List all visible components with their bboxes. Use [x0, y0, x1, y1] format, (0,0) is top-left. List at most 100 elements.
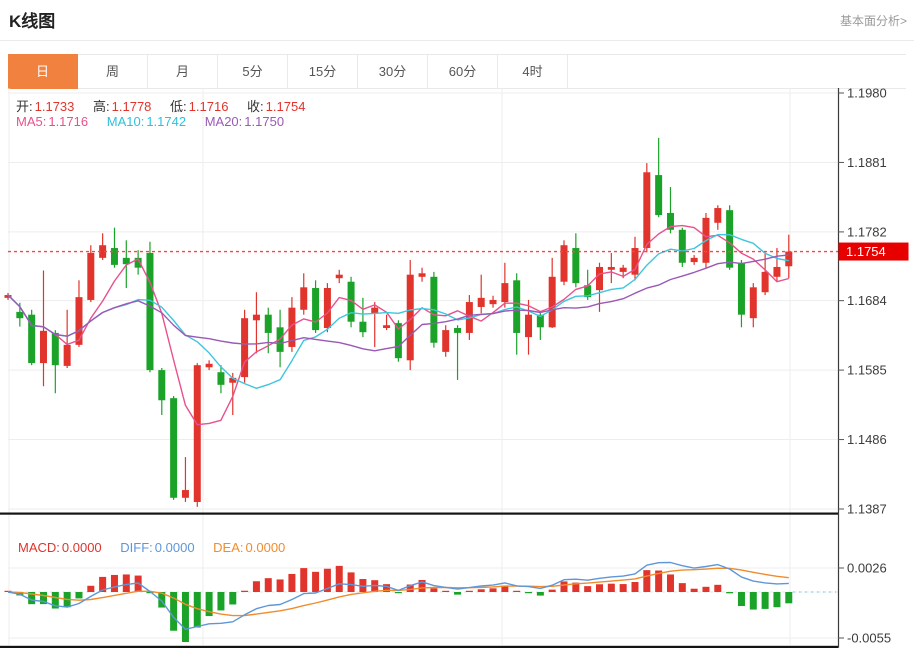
macd-bar	[300, 568, 308, 592]
candle	[110, 248, 118, 265]
candle	[16, 311, 24, 319]
y-axis-label: 1.1486	[847, 432, 887, 447]
candle	[548, 276, 556, 328]
candle	[643, 172, 651, 249]
candle	[264, 314, 272, 333]
macd-bar	[99, 576, 107, 592]
candle	[690, 257, 698, 263]
ohlc-close: 收: 1.1754	[247, 99, 306, 114]
y-axis-label: 1.1387	[847, 502, 887, 517]
macd-bar	[761, 592, 769, 609]
candle	[288, 307, 296, 347]
candle	[383, 325, 391, 329]
candle	[347, 281, 355, 322]
macd-bar	[666, 574, 674, 592]
candle	[619, 267, 627, 272]
ohlc-low: 低: 1.1716	[170, 99, 229, 114]
macd-y-axis-label: -0.0055	[847, 631, 891, 646]
tab-周[interactable]: 周	[78, 55, 148, 88]
macd-bar	[51, 592, 59, 609]
candle	[761, 271, 769, 293]
candle	[560, 245, 568, 282]
candle	[607, 266, 615, 270]
ma5-line	[7, 224, 789, 426]
macd-bar	[596, 584, 603, 592]
macd-bar	[241, 590, 249, 592]
macd-bar	[785, 592, 793, 604]
candle	[726, 210, 734, 268]
candle	[631, 248, 639, 275]
macd-bar	[513, 590, 521, 592]
candle	[241, 318, 249, 378]
candlestick-series	[4, 137, 793, 507]
candle	[323, 288, 331, 329]
macd-bar	[525, 592, 533, 594]
macd-histogram	[4, 565, 793, 642]
tab-日[interactable]: 日	[8, 54, 78, 89]
diff-line	[7, 561, 789, 630]
candle	[205, 363, 213, 368]
macd-bar	[170, 592, 178, 631]
candle	[229, 377, 237, 383]
macd-bar	[737, 592, 745, 607]
y-axis-label: 1.1782	[847, 224, 887, 239]
macd-bar	[726, 592, 734, 594]
y-axis: 1.1980 1.1881 1.1782 1.1684 1.1585 1.1486 1.13…	[838, 86, 891, 646]
macd-bar	[454, 592, 462, 595]
macd-bar	[28, 592, 36, 605]
chart-bottom-border	[0, 645, 838, 648]
candle	[525, 314, 533, 338]
fundamental-analysis-link[interactable]: 基本面分析>	[839, 14, 907, 28]
candle	[4, 295, 12, 298]
candle	[785, 251, 793, 267]
macd-bar	[714, 584, 722, 592]
candle	[773, 266, 781, 277]
macd-bar	[406, 584, 414, 592]
macd-bar	[158, 592, 166, 608]
candle	[501, 283, 509, 303]
candle	[122, 257, 130, 265]
macd-bar	[501, 585, 509, 592]
tab-60分[interactable]: 60分	[428, 55, 498, 88]
macd-bar	[75, 592, 83, 599]
candle	[39, 330, 47, 364]
candle	[666, 212, 674, 230]
macd-bar	[87, 585, 95, 592]
candle	[714, 208, 722, 223]
candle	[536, 314, 544, 328]
page-title: K线图	[9, 12, 56, 31]
macd-bar	[312, 571, 320, 592]
macd-bar	[702, 586, 710, 592]
macd-bar	[465, 590, 473, 592]
macd-bar	[773, 592, 781, 608]
candle	[678, 229, 686, 263]
candle	[394, 323, 402, 359]
macd-bar	[146, 592, 154, 594]
macd-bar	[548, 589, 556, 592]
candle	[442, 330, 450, 352]
macd-y-axis-label: 0.0026	[847, 561, 887, 576]
candle	[63, 344, 71, 366]
macd-bar	[264, 578, 272, 592]
tab-5分[interactable]: 5分	[218, 55, 288, 88]
candle	[655, 175, 663, 216]
grid-lines	[8, 88, 838, 645]
candle	[252, 314, 260, 321]
candle	[99, 245, 107, 258]
y-axis-label: 1.1684	[847, 293, 887, 308]
candle	[477, 297, 485, 307]
tab-4时[interactable]: 4时	[498, 55, 568, 88]
macd-bar	[607, 583, 615, 592]
tab-月[interactable]: 月	[148, 55, 218, 88]
macd-bar	[655, 570, 663, 592]
y-axis-label: 1.1585	[847, 363, 887, 378]
candle	[170, 398, 178, 498]
candle	[51, 332, 59, 366]
macd-bar	[205, 592, 213, 617]
page-header: K线图 基本面分析>	[0, 0, 914, 41]
ma10-line	[7, 233, 789, 389]
macd-bar	[39, 592, 47, 605]
tab-30分[interactable]: 30分	[358, 55, 428, 88]
tab-15分[interactable]: 15分	[288, 55, 358, 88]
pane-divider	[0, 512, 838, 515]
